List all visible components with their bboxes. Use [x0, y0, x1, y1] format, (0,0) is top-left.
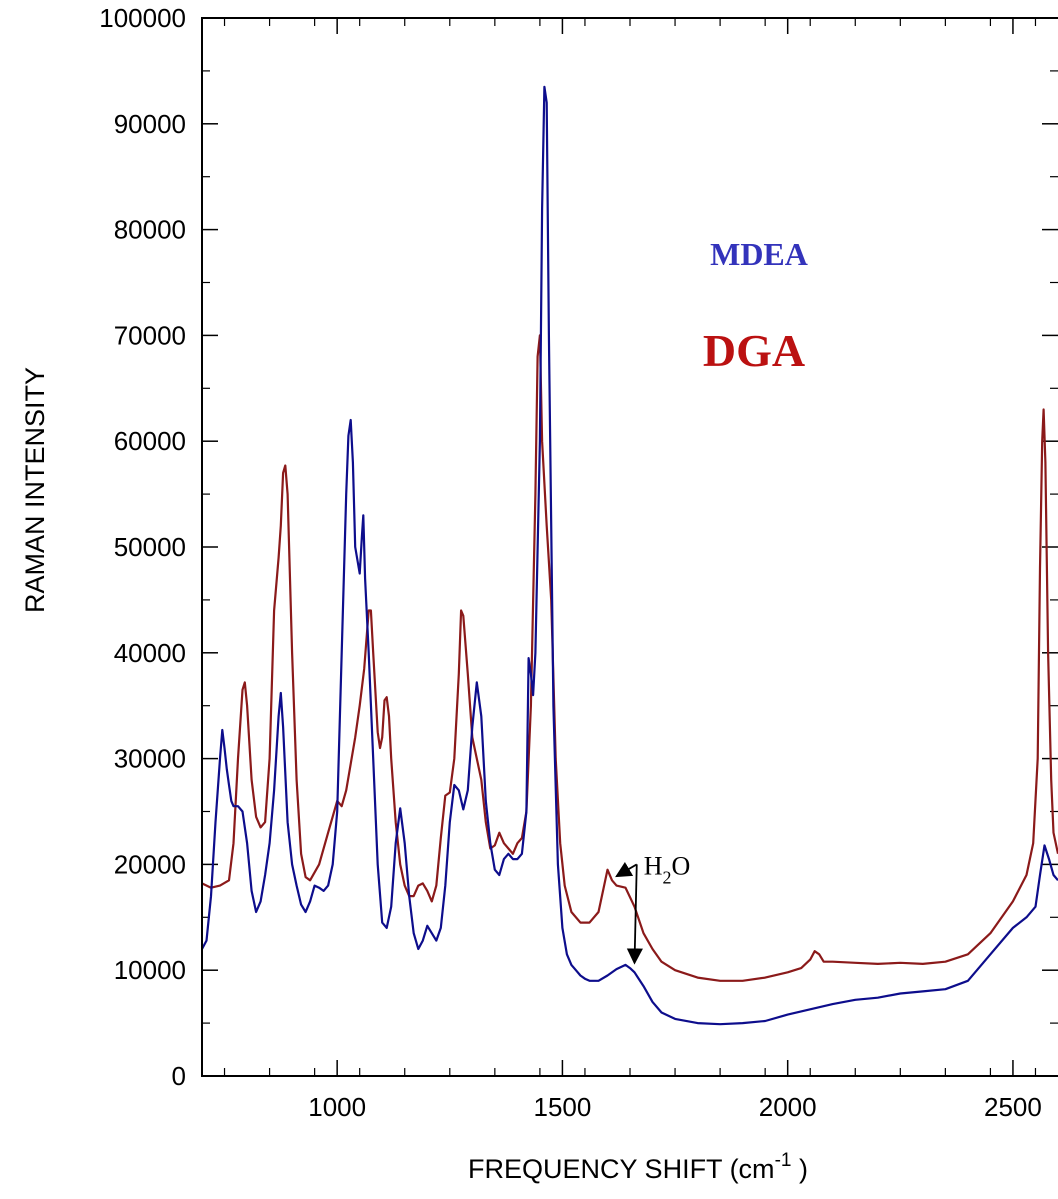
annotation-text-o: O — [672, 851, 691, 880]
annotation-h2o-label: H2O — [644, 851, 691, 887]
y-tick-label: 60000 — [114, 426, 186, 456]
series-label-dga: DGA — [703, 325, 805, 376]
annotation-text-h: H — [644, 851, 663, 880]
y-tick-label: 50000 — [114, 532, 186, 562]
y-axis-title: RAMAN INTENSITY — [20, 367, 50, 613]
x-axis-title-main: FREQUENCY SHIFT (cm — [468, 1154, 775, 1184]
series-layer — [201, 85, 1058, 1026]
x-tick-label: 2500 — [984, 1092, 1042, 1122]
y-tick-label: 80000 — [114, 215, 186, 245]
annotation-arrow — [626, 864, 643, 965]
series-line-dga — [201, 334, 1058, 982]
x-tick-label: 1500 — [533, 1092, 591, 1122]
y-tick-label: 100000 — [99, 3, 186, 33]
annotation-arrow — [615, 861, 638, 878]
x-tick-label: 2000 — [759, 1092, 817, 1122]
y-tick-label: 10000 — [114, 955, 186, 985]
tick-labels-layer: 0 10000 20000 30000 40000 50000 60000 70000 8000… — [99, 3, 1042, 1122]
y-tick-label: 90000 — [114, 109, 186, 139]
annotation-text-subscript: 2 — [663, 867, 672, 887]
y-tick-label: 30000 — [114, 744, 186, 774]
y-tick-label: 40000 — [114, 638, 186, 668]
x-axis-title-tail: ) — [791, 1154, 808, 1184]
plot-frame — [201, 17, 1058, 1077]
x-tick-label: 1000 — [308, 1092, 366, 1122]
ticks-layer — [202, 17, 1058, 1077]
annotation-layer: H2O — [615, 851, 691, 965]
y-tick-label: 70000 — [114, 320, 186, 350]
y-tick-label: 0 — [172, 1061, 186, 1091]
x-axis-title-superscript: -1 — [775, 1150, 792, 1171]
series-line-mdea — [201, 85, 1058, 1026]
y-tick-label: 20000 — [114, 849, 186, 879]
series-label-mdea: MDEA — [710, 236, 808, 272]
x-axis-title: FREQUENCY SHIFT (cm-1 ) — [468, 1150, 808, 1184]
